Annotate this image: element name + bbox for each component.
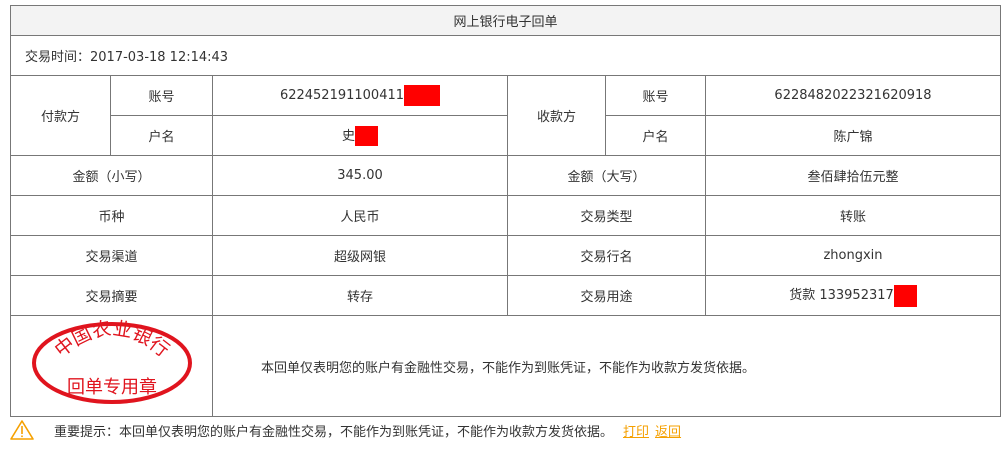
receipt-table: 网上银行电子回单 交易时间：2017-03-18 12:14:43 付款方 账号… — [9, 5, 1002, 417]
type-label: 交易类型 — [507, 195, 706, 236]
payee-label: 收款方 — [507, 75, 606, 156]
receipt-note: 本回单仅表明您的账户有金融性交易，不能作为到账凭证，不能作为收款方发货依据。 — [211, 315, 1002, 417]
bank-name-value: zhongxin — [704, 235, 1002, 276]
payer-account: 622452191100411 — [212, 75, 508, 116]
purpose-label: 交易用途 — [507, 275, 706, 316]
purpose-value: 货款 133952317 — [704, 275, 1002, 316]
redaction-box — [404, 85, 441, 106]
amount-value: 345.00 — [212, 155, 508, 196]
amount-words-value: 叁佰肆拾伍元整 — [704, 155, 1002, 196]
payer-account-label: 账号 — [110, 75, 213, 116]
stamp-cell: 中国农业银行 回单专用章 — [10, 315, 213, 417]
payer-name-label: 户名 — [110, 115, 213, 156]
payee-name-label: 户名 — [605, 115, 706, 156]
summary-value: 转存 — [212, 275, 508, 316]
payer-name: 史 — [212, 115, 508, 156]
bank-name-label: 交易行名 — [507, 235, 706, 276]
payee-account-label: 账号 — [605, 75, 706, 116]
svg-text:回单专用章: 回单专用章 — [67, 377, 157, 398]
receipt-title: 网上银行电子回单 — [9, 5, 1002, 36]
type-value: 转账 — [704, 195, 1002, 236]
currency-value: 人民币 — [212, 195, 508, 236]
transaction-time: 交易时间：2017-03-18 12:14:43 — [9, 35, 1002, 76]
print-link[interactable]: 打印 — [623, 424, 650, 440]
footer-text: 重要提示：本回单仅表明您的账户有金融性交易，不能作为到账凭证，不能作为收款方发货… — [54, 424, 614, 440]
currency-label: 币种 — [10, 195, 213, 236]
channel-value: 超级网银 — [212, 235, 508, 276]
amount-words-label: 金额（大写） — [507, 155, 706, 196]
footer-notice: 重要提示：本回单仅表明您的账户有金融性交易，不能作为到账凭证，不能作为收款方发货… — [10, 420, 681, 440]
redaction-box — [893, 284, 917, 307]
warning-icon — [10, 420, 34, 440]
back-link[interactable]: 返回 — [655, 424, 682, 440]
payee-account: 6228482022321620918 — [704, 75, 1002, 116]
channel-label: 交易渠道 — [10, 235, 213, 276]
payer-label: 付款方 — [10, 75, 111, 156]
amount-label: 金额（小写） — [10, 155, 213, 196]
summary-label: 交易摘要 — [10, 275, 213, 316]
redaction-box — [355, 126, 378, 147]
bank-stamp: 中国农业银行 回单专用章 — [31, 317, 192, 404]
payee-name: 陈广锦 — [704, 115, 1002, 156]
